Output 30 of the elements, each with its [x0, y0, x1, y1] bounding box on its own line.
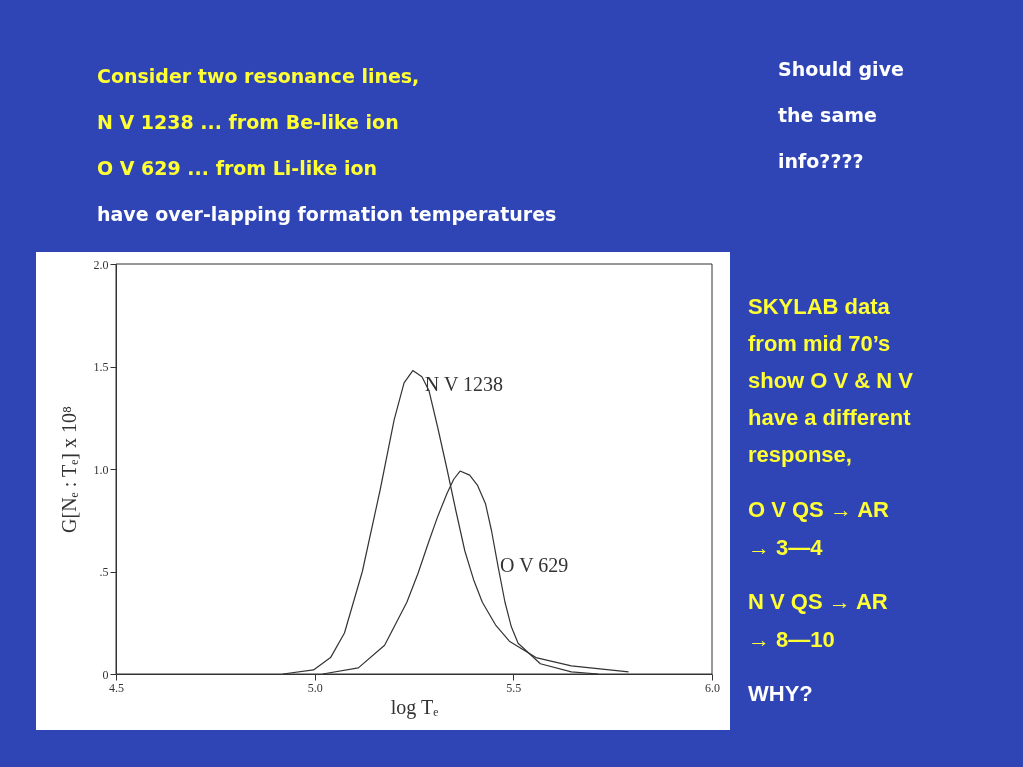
text: show O V & N V	[748, 368, 914, 393]
text: WHY?	[748, 681, 813, 706]
y-tick-label: .5	[99, 565, 109, 579]
text: the same	[778, 104, 877, 126]
text: O V QS → AR	[748, 497, 890, 522]
series-label: O V 629	[500, 554, 569, 577]
x-tick-label: 4.5	[109, 680, 124, 695]
text: N V 1238 ... from Be-like ion	[97, 111, 399, 133]
text: N V QS → AR	[748, 589, 888, 614]
text: response,	[748, 442, 852, 467]
text: from mid 70’s	[748, 331, 891, 356]
y-axis-title: G[Nₑ : Tₑ] x 10⁸	[57, 406, 80, 533]
x-tick-label: 6.0	[705, 680, 720, 695]
x-tick-label: 5.0	[307, 680, 323, 695]
text: → 8—10	[748, 627, 835, 652]
y-tick-label: 2.0	[93, 257, 109, 272]
x-axis-title: log Tₑ	[390, 695, 439, 719]
text: have over-lapping formation temperatures	[97, 203, 557, 225]
text: Consider two resonance lines,	[97, 65, 420, 87]
y-tick-label: 1.0	[93, 462, 109, 477]
y-tick-label: 1.5	[93, 360, 109, 374]
text: → 3—4	[748, 535, 824, 560]
y-tick-label: 0	[102, 667, 109, 682]
text: info????	[778, 150, 864, 172]
text: Should give	[778, 58, 904, 80]
x-tick-label: 5.5	[506, 680, 522, 695]
text: have a different	[748, 405, 912, 430]
series-label: N V 1238	[424, 372, 503, 395]
text: SKYLAB data	[748, 294, 891, 319]
text: O V 629 ... from Li-like ion	[97, 157, 377, 179]
